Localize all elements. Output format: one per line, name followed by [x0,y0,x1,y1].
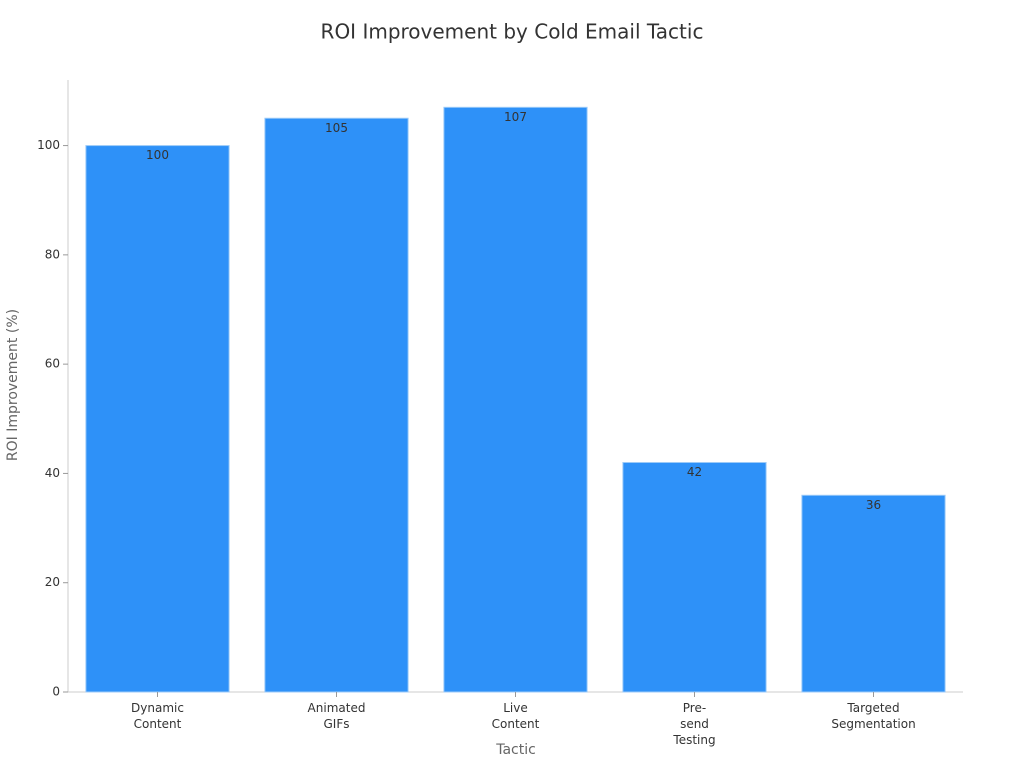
x-tick-label: Dynamic Content [131,701,184,731]
x-tick-label: Targeted Segmentation [831,701,916,731]
value-label: 107 [504,110,527,124]
bar [264,117,409,693]
x-tick-label: Pre-send Testing [673,701,716,747]
y-tick-label: 100 [37,138,60,152]
chart-title: ROI Improvement by Cold Email Tactic [321,20,704,44]
y-tick-label: 20 [45,575,60,589]
value-label: 100 [146,148,169,162]
y-tick-label: 40 [45,466,60,480]
y-tick-label: 0 [52,685,60,699]
value-label: 36 [866,498,881,512]
value-label: 42 [687,465,702,479]
y-axis-label: ROI Improvement (%) [5,309,21,461]
x-tick-label: Live Content [491,701,540,731]
y-tick-label: 60 [45,357,60,371]
x-axis-label: Tactic [495,742,536,758]
bar [622,462,767,693]
bar [85,145,230,693]
bar [443,106,588,693]
value-label: 105 [325,121,348,135]
x-tick-label: Animated GIFs [307,701,366,731]
bar [801,494,946,693]
y-tick-label: 80 [45,247,60,261]
